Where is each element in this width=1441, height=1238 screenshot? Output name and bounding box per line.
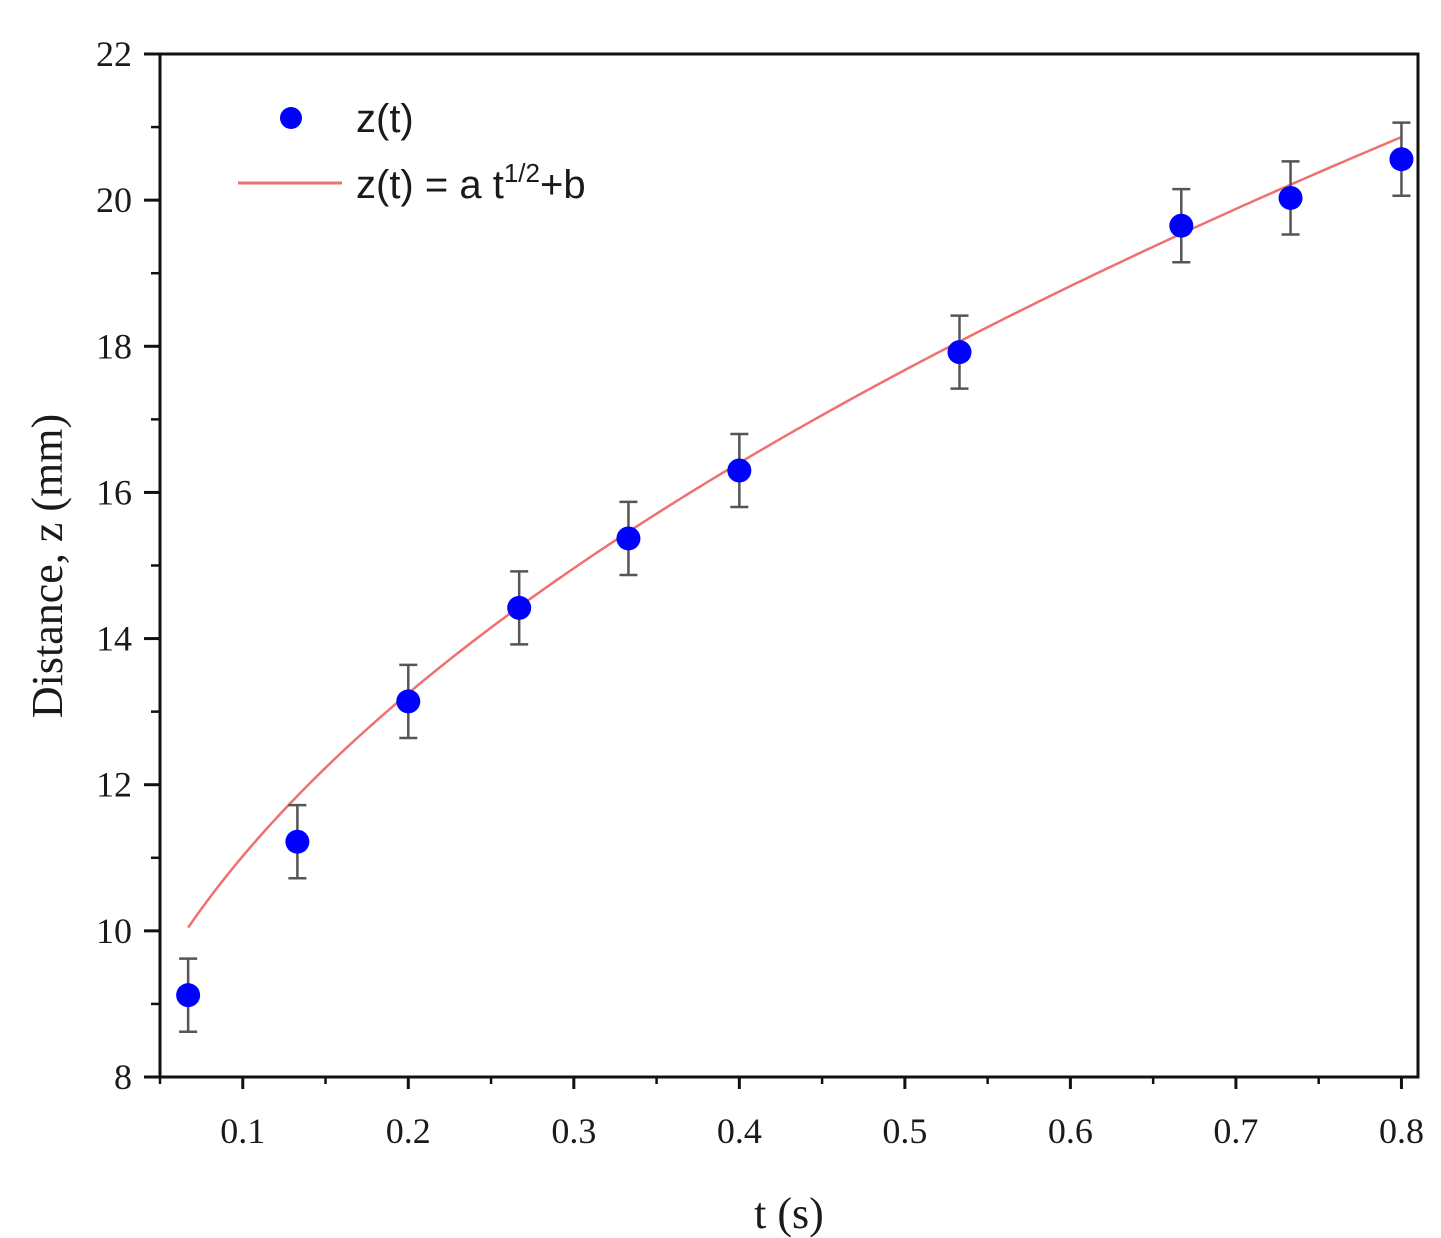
y-tick-label: 16 (96, 472, 132, 512)
legend-label-fit-sup: 1/2 (504, 158, 540, 188)
data-point (1278, 185, 1303, 210)
data-point (727, 458, 752, 483)
y-tick-label: 22 (96, 34, 132, 74)
fit-curve-layer (187, 135, 1402, 929)
y-tick-label: 14 (96, 619, 132, 659)
data-point (1169, 213, 1194, 238)
legend-label-fit-main: z(t) = a t (356, 163, 504, 207)
y-tick-label: 20 (96, 180, 132, 220)
y-tick-label: 10 (96, 911, 132, 951)
x-tick-label: 0.3 (551, 1111, 596, 1151)
legend-label-fit-tail: +b (540, 163, 586, 207)
x-tick-label: 0.4 (717, 1111, 762, 1151)
y-tick-label: 8 (114, 1057, 132, 1097)
plot-border (158, 52, 1420, 1079)
data-point (947, 340, 972, 365)
data-point (616, 526, 641, 551)
legend-marker-scatter (280, 107, 302, 129)
data-point (1389, 147, 1414, 172)
error-bars (179, 121, 1411, 1033)
data-point (176, 983, 201, 1008)
y-axis-title: Distance, z (mm) (23, 414, 72, 718)
data-points (176, 147, 1414, 1008)
x-tick-label: 0.2 (386, 1111, 431, 1151)
data-point (396, 689, 421, 714)
plot-frame (158, 52, 1420, 1079)
data-point (285, 829, 310, 854)
x-axis-title: t (s) (754, 1189, 824, 1238)
y-tick-label: 12 (96, 765, 132, 805)
x-tick-label: 0.1 (220, 1111, 265, 1151)
legend-label-fit: z(t) = a t1/2+b (356, 158, 586, 207)
x-tick-label: 0.7 (1213, 1111, 1258, 1151)
x-tick-label: 0.5 (882, 1111, 927, 1151)
y-tick-label: 18 (96, 326, 132, 366)
axis-ticks: 0.1 0.2 0.3 0.4 0.5 0.6 0.7 0.8 8 10 12 14 16 18 20 22 (96, 34, 1424, 1151)
legend: z(t) z(t) = a t1/2+b (238, 97, 586, 207)
x-tick-label: 0.8 (1379, 1111, 1424, 1151)
x-tick-label: 0.6 (1048, 1111, 1093, 1151)
fit-curve (187, 135, 1402, 929)
data-point (507, 595, 532, 620)
legend-label-scatter: z(t) (356, 97, 414, 141)
